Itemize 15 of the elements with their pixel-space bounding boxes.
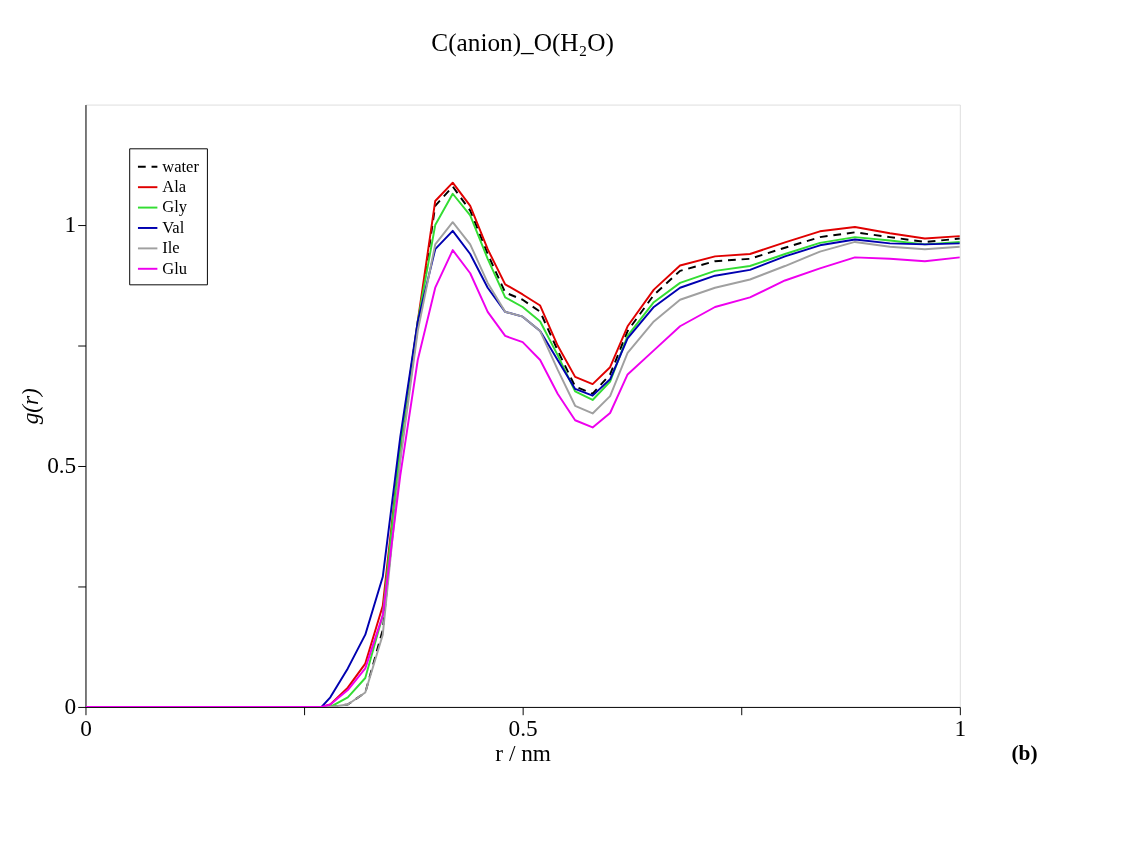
y-tick-label: 1 (64, 211, 77, 238)
legend-label: Glu (162, 258, 187, 278)
legend-label: water (162, 156, 200, 176)
y-tick-label: 0.5 (47, 452, 77, 479)
legend-label: Gly (162, 197, 188, 217)
y-tick-label: 0 (64, 693, 77, 720)
legend-label: Ala (162, 177, 187, 197)
x-axis-title: r / nm (495, 739, 551, 766)
y-axis-title: g(r) (17, 387, 44, 425)
x-tick-label: 1 (954, 714, 967, 741)
legend-label: Val (162, 217, 185, 237)
text: (b) (1011, 741, 1038, 766)
x-tick-label: 0.5 (508, 714, 538, 741)
legend-label: Ile (162, 238, 180, 258)
chart-title: C(anion)_O(H₂O) (431, 28, 615, 58)
